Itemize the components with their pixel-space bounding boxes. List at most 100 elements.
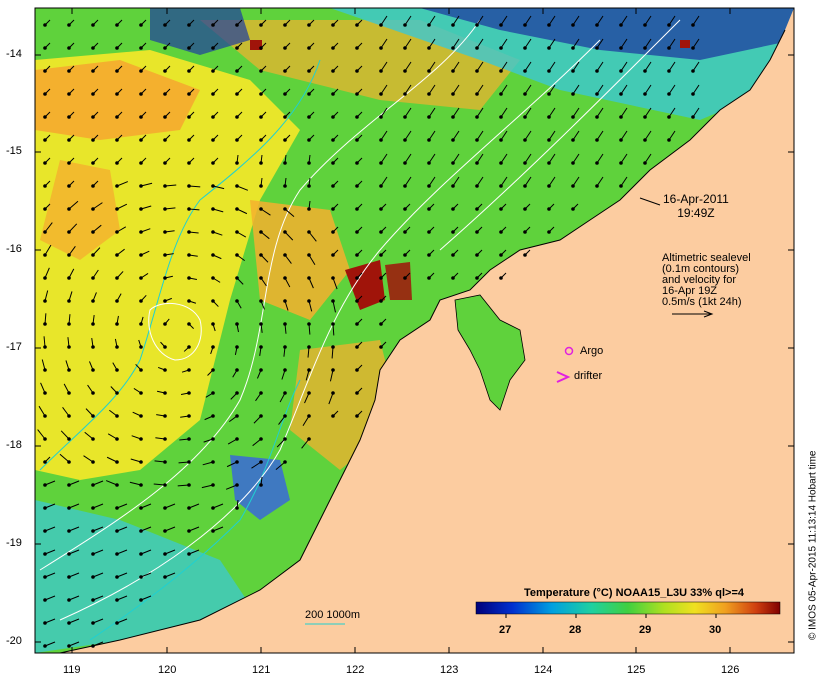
velocity-arrow-head xyxy=(667,92,671,96)
velocity-arrow-head xyxy=(187,391,191,395)
velocity-arrow-head xyxy=(667,115,671,119)
argo-marker xyxy=(564,346,574,356)
velocity-arrow-head xyxy=(499,69,503,73)
velocity-arrow-head xyxy=(235,506,239,510)
velocity-arrow-head xyxy=(163,184,167,188)
velocity-arrow-head xyxy=(307,161,311,165)
velocity-arrow-head xyxy=(211,345,215,349)
velocity-arrow-head xyxy=(427,46,431,50)
velocity-arrow xyxy=(452,15,460,26)
velocity-arrow-head xyxy=(67,322,71,326)
velocity-arrow-head xyxy=(139,299,143,303)
velocity-arrow-head xyxy=(547,115,551,119)
velocity-arrow-head xyxy=(211,230,215,234)
velocity-arrow-head xyxy=(91,276,95,280)
velocity-arrow xyxy=(116,203,128,210)
velocity-arrow-head xyxy=(91,483,95,487)
velocity-arrow-head xyxy=(115,552,119,556)
velocity-arrow xyxy=(276,438,286,448)
velocity-arrow-head xyxy=(139,483,143,487)
velocity-arrow-head xyxy=(355,253,359,257)
velocity-arrow xyxy=(524,61,532,72)
velocity-arrow-head xyxy=(91,322,95,326)
velocity-arrow xyxy=(644,38,652,49)
velocity-arrow-head xyxy=(67,621,71,625)
velocity-arrow xyxy=(524,176,532,187)
velocity-arrow xyxy=(236,185,249,191)
velocity-arrow-head xyxy=(43,69,47,73)
velocity-arrow-head xyxy=(115,322,119,326)
velocity-arrow-head xyxy=(211,368,215,372)
velocity-arrow-head xyxy=(187,345,191,349)
velocity-arrow-head xyxy=(91,437,95,441)
velocity-arrow xyxy=(572,15,580,26)
velocity-arrow xyxy=(476,153,484,164)
velocity-arrow-head xyxy=(163,207,167,211)
velocity-arrow-head xyxy=(451,276,455,280)
velocity-arrow-head xyxy=(283,138,287,142)
velocity-scale-arrowhead xyxy=(703,310,714,318)
velocity-arrow-head xyxy=(523,92,527,96)
hot-spot-1 xyxy=(345,260,385,310)
velocity-arrow-head xyxy=(163,483,167,487)
timestamp-time: 19:49Z xyxy=(677,206,715,220)
velocity-arrow-head xyxy=(595,115,599,119)
velocity-arrow xyxy=(44,222,53,233)
velocity-arrow-head xyxy=(475,138,479,142)
velocity-arrow-head xyxy=(91,506,95,510)
velocity-arrow-head xyxy=(211,115,215,119)
velocity-arrow-head xyxy=(547,230,551,234)
velocity-arrow-head xyxy=(43,391,47,395)
velocity-arrow-head xyxy=(139,414,143,418)
velocity-arrow xyxy=(644,15,652,26)
velocity-arrow xyxy=(668,84,676,95)
velocity-arrow-head xyxy=(163,529,167,533)
velocity-arrow-head xyxy=(163,345,167,349)
velocity-arrow-head xyxy=(403,115,407,119)
velocity-arrow xyxy=(524,15,532,26)
velocity-arrow-head xyxy=(187,437,191,441)
velocity-arrow-head xyxy=(211,322,215,326)
velocity-arrow-head xyxy=(595,92,599,96)
velocity-arrow-head xyxy=(163,414,167,418)
velocity-arrow xyxy=(596,153,604,164)
velocity-arrow-head xyxy=(43,207,47,211)
velocity-arrow xyxy=(620,176,628,187)
velocity-arrow xyxy=(332,277,338,290)
velocity-arrow xyxy=(572,107,580,118)
velocity-arrow-head xyxy=(211,391,215,395)
velocity-arrow xyxy=(380,107,388,118)
velocity-arrow-head xyxy=(379,322,383,326)
velocity-arrow-head xyxy=(211,69,215,73)
velocity-arrow-head xyxy=(115,437,119,441)
velocity-arrow xyxy=(404,15,412,26)
velocity-arrow xyxy=(452,130,460,141)
isobath-1000 xyxy=(89,379,301,641)
velocity-arrow-head xyxy=(475,230,479,234)
velocity-arrow xyxy=(428,15,436,26)
velocity-arrow-head xyxy=(211,414,215,418)
velocity-arrow-head xyxy=(307,299,311,303)
velocity-arrow xyxy=(476,61,484,72)
velocity-arrow xyxy=(83,455,94,463)
velocity-arrow-head xyxy=(259,138,263,142)
velocity-arrow-head xyxy=(475,184,479,188)
velocity-arrow-head xyxy=(403,138,407,142)
velocity-arrow-head xyxy=(331,391,335,395)
velocity-arrow-head xyxy=(451,230,455,234)
velocity-arrow xyxy=(524,153,532,164)
velocity-arrow-head xyxy=(115,391,119,395)
velocity-arrow-head xyxy=(547,69,551,73)
velocity-arrow-head xyxy=(283,92,287,96)
velocity-arrow-head xyxy=(67,368,71,372)
velocity-arrow-head xyxy=(211,299,215,303)
velocity-arrow-head xyxy=(163,138,167,142)
colorbar xyxy=(475,601,781,615)
velocity-arrow-head xyxy=(355,345,359,349)
velocity-arrow-head xyxy=(139,529,143,533)
velocity-arrow-head xyxy=(619,92,623,96)
velocity-arrow-head xyxy=(91,46,95,50)
land xyxy=(60,8,794,653)
velocity-arrow xyxy=(68,200,79,210)
velocity-arrow-head xyxy=(403,69,407,73)
